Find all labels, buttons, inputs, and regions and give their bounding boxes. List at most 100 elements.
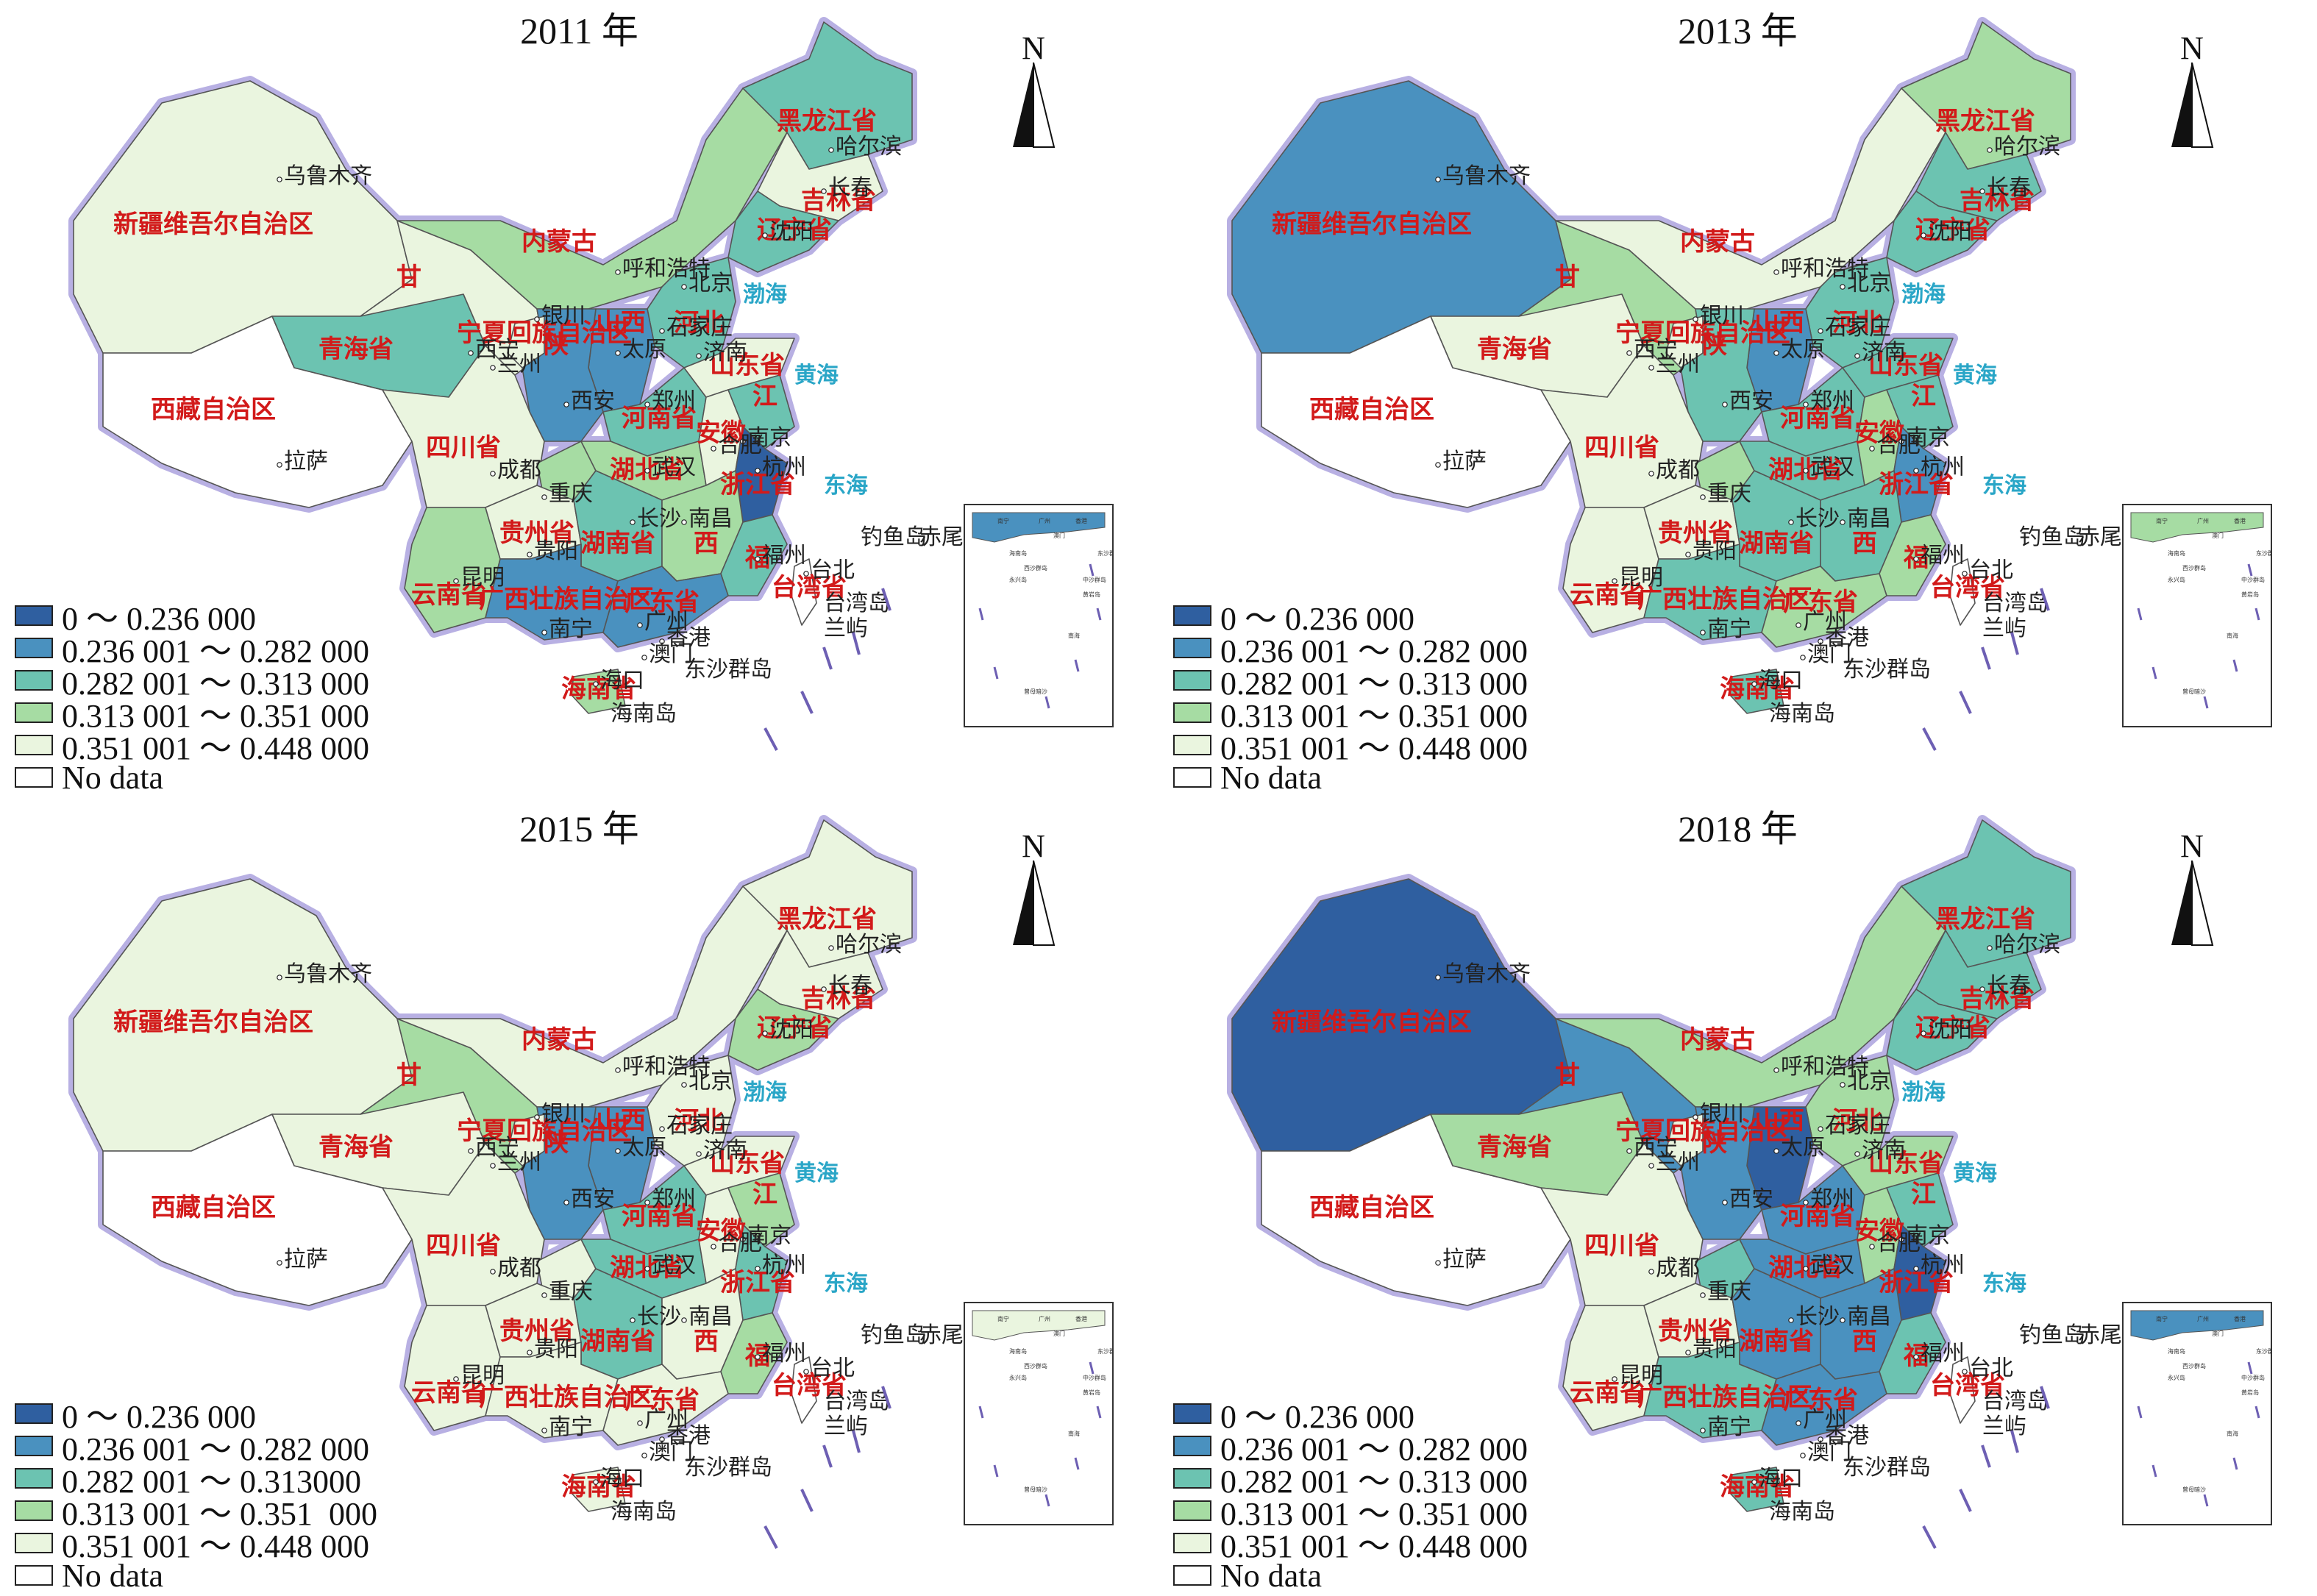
- legend-swatch: [1173, 1565, 1211, 1586]
- city-marker: [1435, 462, 1441, 468]
- inset-label: 曾母暗沙: [2182, 1486, 2206, 1493]
- sea-label: 东沙群岛: [684, 658, 772, 682]
- city-label: 银川: [541, 304, 586, 328]
- city-marker: [1800, 1453, 1806, 1458]
- region-guangdong: [1761, 566, 1887, 648]
- inset-label: 南海: [2227, 632, 2238, 639]
- legend-item: 0.236 001 ～ 0.282 000: [15, 1430, 377, 1467]
- province-label-taiwan: 台湾省: [772, 573, 847, 602]
- inset-label: 澳门: [2212, 532, 2224, 539]
- city-marker: [1840, 1082, 1846, 1088]
- province-label-hainan: 海南省: [1720, 1472, 1795, 1502]
- city-label: 西宁: [1634, 1136, 1678, 1160]
- province-label-hunan: 湖南省: [1739, 529, 1814, 558]
- legend-item: 0.236 001 ～ 0.282 000: [1173, 632, 1528, 669]
- province-label-shaanxi: 陕: [1702, 330, 1727, 360]
- city-label: 乌鲁木齐: [284, 164, 372, 188]
- city-marker: [468, 1148, 474, 1154]
- city-label: 武汉: [652, 1253, 696, 1278]
- region-sichuan: [382, 1143, 545, 1306]
- province-label-ningxia: 宁夏回族自治区: [457, 1116, 632, 1146]
- province-label-zhejiang: 浙江省: [720, 470, 795, 499]
- legend-item: 0.313 001 ～ 0.351 000: [1173, 1495, 1528, 1532]
- city-label: 济南: [1862, 1139, 1906, 1163]
- province-label-sichuan: 四川省: [426, 433, 501, 463]
- north-arrow: N: [1004, 827, 1063, 952]
- region-jiangsu: [1886, 374, 1954, 449]
- inset-label: 广州: [2197, 1315, 2209, 1322]
- city-label: 澳门: [1807, 1440, 1851, 1464]
- city-label: 香港: [666, 626, 711, 650]
- legend-label: 0.282 001 ～ 0.313 000: [62, 666, 369, 702]
- city-label: 台北: [1969, 1356, 2013, 1381]
- city-marker: [681, 284, 687, 290]
- city-marker: [1840, 519, 1846, 525]
- province-label-yunnan: 云南省: [411, 1378, 486, 1408]
- city-marker: [1818, 638, 1823, 644]
- city-label: 广州: [644, 610, 688, 634]
- sea-label: 渤海: [743, 282, 787, 307]
- maritime-boundary: [1922, 1525, 1937, 1549]
- maritime-boundary: [800, 1489, 814, 1512]
- legend-label: 0.236 001 ～ 0.282 000: [1220, 1431, 1528, 1467]
- city-marker: [1626, 350, 1632, 356]
- province-label-gansu: 甘: [1555, 263, 1580, 292]
- city-label: 西安: [1729, 1187, 1773, 1211]
- province-label-liaoning: 辽宁省: [757, 215, 832, 245]
- region-jiangsu: [1886, 1172, 1954, 1247]
- city-marker: [681, 1082, 687, 1088]
- province-label-heilongjiang: 黑龙江省: [777, 905, 877, 934]
- province-label-shaanxi: 陕: [544, 1128, 569, 1158]
- city-marker: [803, 571, 809, 577]
- province-label-xizang: 西藏自治区: [1309, 395, 1434, 424]
- region-guangdong: [602, 1364, 729, 1446]
- maritime-boundary: [1981, 1444, 1991, 1468]
- city-marker: [637, 622, 643, 628]
- city-label: 南京: [1906, 426, 1950, 450]
- legend-label: 0.351 001 ～ 0.448 000: [62, 730, 369, 766]
- legend-swatch: [1173, 767, 1211, 788]
- legend-label: 0.351 001 ～ 0.448 000: [1220, 730, 1528, 766]
- city-marker: [1854, 353, 1860, 359]
- legend-swatch: [1173, 1500, 1211, 1521]
- city-label: 台北: [811, 558, 855, 583]
- city-label: 贵阳: [1693, 539, 1737, 563]
- city-marker: [755, 468, 761, 474]
- city-marker: [1921, 232, 1926, 238]
- city-marker: [593, 1479, 599, 1485]
- legend-item: No data: [15, 760, 369, 796]
- city-marker: [1693, 1114, 1698, 1120]
- city-marker: [1898, 1236, 1904, 1242]
- city-label: 香港: [1825, 626, 1869, 650]
- city-label: 长春: [828, 974, 872, 998]
- province-label-hainan: 海南省: [561, 1472, 636, 1502]
- city-marker: [1987, 945, 1993, 951]
- province-label-heilongjiang: 黑龙江省: [1935, 107, 2035, 136]
- inset-label: 曾母暗沙: [2182, 688, 2206, 695]
- inset-label: 南海: [1068, 1430, 1080, 1437]
- city-marker: [527, 1350, 533, 1355]
- maritime-boundary: [1922, 727, 1937, 751]
- province-label-ningxia: 宁夏回族自治区: [1615, 1116, 1790, 1146]
- inset-label: 永兴岛: [1009, 576, 1027, 583]
- city-marker: [1788, 1317, 1794, 1323]
- region-guangdong: [1761, 1364, 1887, 1446]
- inset-label: 海南岛: [1009, 549, 1027, 557]
- legend-swatch: [15, 767, 53, 788]
- city-marker: [711, 446, 716, 452]
- city-marker: [1751, 681, 1757, 687]
- legend-item: 0 ～ 0.236 000: [1173, 599, 1528, 637]
- province-label-henan: 河南省: [1780, 404, 1855, 433]
- city-label: 南京: [1906, 1224, 1950, 1248]
- north-arrow: N: [2163, 29, 2221, 154]
- city-label: 重庆: [1707, 1280, 1751, 1304]
- panel-title: 2018 年: [1678, 808, 1798, 849]
- city-marker: [1700, 1292, 1706, 1298]
- sea-label: 海南岛: [611, 1500, 677, 1524]
- city-marker: [1803, 1266, 1809, 1272]
- maritime-boundary: [2010, 632, 2019, 655]
- city-marker: [762, 232, 768, 238]
- city-marker: [762, 1030, 768, 1036]
- city-marker: [1788, 519, 1794, 525]
